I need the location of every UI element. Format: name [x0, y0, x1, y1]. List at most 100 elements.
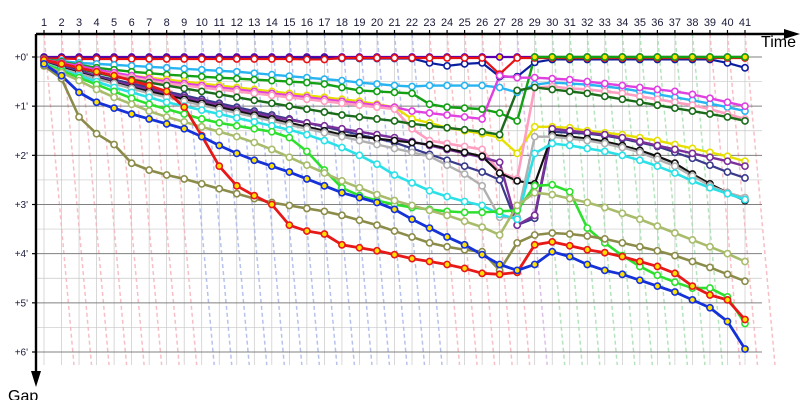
data-point-marker	[688, 107, 697, 115]
axis-lines	[31, 29, 800, 387]
data-point-marker	[320, 128, 329, 137]
data-point-marker	[706, 153, 714, 162]
data-point-marker	[565, 53, 574, 61]
x-tick-label: 14	[266, 17, 278, 29]
data-point-marker	[706, 284, 714, 292]
data-point-marker	[320, 108, 329, 116]
x-tick-label: 5	[111, 17, 117, 29]
data-point-marker	[653, 53, 662, 61]
x-tick-label: 11	[214, 17, 225, 29]
data-point-marker	[600, 203, 609, 212]
data-point-marker	[548, 180, 557, 189]
data-point-marker	[460, 208, 469, 217]
data-point-marker	[688, 149, 697, 158]
data-point-marker	[618, 252, 627, 261]
data-point-marker	[338, 132, 346, 141]
y-axis-title: Gap	[8, 388, 38, 400]
data-point-marker	[443, 161, 451, 170]
data-point-marker	[250, 138, 259, 147]
data-point-marker	[373, 221, 381, 230]
data-point-marker	[355, 183, 364, 192]
data-point-marker	[355, 136, 364, 145]
data-point-marker	[267, 91, 276, 100]
data-point-marker	[530, 231, 539, 239]
data-point-marker	[478, 152, 487, 161]
data-point-marker	[478, 81, 487, 90]
data-point-marker	[443, 61, 451, 70]
data-point-marker	[302, 161, 311, 170]
data-point-marker	[425, 238, 434, 247]
x-tick-label: 21	[388, 17, 400, 29]
data-point-marker	[215, 73, 224, 82]
data-point-marker	[145, 81, 154, 90]
data-point-marker	[145, 100, 154, 109]
data-point-marker	[250, 156, 259, 165]
data-point-marker	[671, 269, 679, 278]
data-point-marker	[565, 134, 574, 143]
data-point-marker	[408, 178, 416, 187]
data-point-marker	[408, 148, 416, 157]
data-point-marker	[583, 53, 592, 61]
data-point-marker	[390, 250, 399, 259]
data-point-marker	[495, 207, 504, 216]
data-point-marker	[618, 143, 627, 152]
data-point-marker	[635, 137, 644, 146]
data-point-marker	[250, 96, 259, 105]
data-point-marker	[443, 260, 451, 269]
data-point-marker	[110, 71, 118, 80]
data-point-marker	[513, 201, 522, 210]
x-tick-label: 41	[739, 17, 751, 29]
data-point-marker	[495, 231, 504, 239]
x-tick-label: 28	[511, 17, 523, 29]
data-point-marker	[390, 227, 399, 235]
data-point-marker	[741, 257, 749, 266]
data-point-marker	[565, 230, 574, 238]
data-point-marker	[197, 179, 206, 188]
data-point-marker	[600, 235, 609, 243]
data-point-marker	[197, 72, 206, 81]
data-point-marker	[706, 94, 714, 103]
data-point-marker	[671, 288, 679, 296]
data-point-marker	[408, 254, 416, 263]
data-point-marker	[741, 53, 749, 61]
data-point-marker	[127, 76, 136, 85]
data-point-marker	[408, 82, 416, 91]
data-point-marker	[373, 103, 381, 112]
data-point-marker	[302, 78, 311, 87]
data-point-marker	[285, 133, 294, 142]
data-point-marker	[425, 152, 434, 161]
data-point-marker	[583, 89, 592, 98]
data-point-marker	[232, 55, 241, 63]
data-point-marker	[57, 71, 66, 80]
data-point-marker	[548, 247, 557, 256]
data-point-marker	[565, 241, 574, 250]
data-point-marker	[250, 69, 259, 78]
data-point-marker	[706, 183, 714, 192]
data-point-marker	[548, 190, 557, 199]
data-point-marker	[373, 140, 381, 149]
data-point-marker	[443, 192, 451, 201]
data-point-marker	[338, 143, 346, 152]
data-point-marker	[671, 162, 679, 171]
data-point-marker	[723, 98, 732, 107]
data-point-marker	[583, 198, 592, 207]
data-point-marker	[688, 53, 697, 61]
data-point-marker	[215, 110, 224, 118]
data-point-marker	[530, 260, 539, 269]
data-point-marker	[373, 190, 381, 199]
data-point-marker	[250, 191, 259, 200]
data-point-marker	[653, 85, 662, 94]
data-point-marker	[338, 211, 346, 220]
data-point-marker	[250, 124, 259, 133]
data-point-marker	[653, 155, 662, 164]
data-point-marker	[443, 211, 451, 220]
x-tick-label: 16	[301, 17, 313, 29]
data-point-marker	[618, 151, 627, 160]
data-point-marker	[355, 86, 364, 95]
data-point-marker	[478, 127, 487, 136]
data-point-marker	[425, 81, 434, 90]
data-point-marker	[180, 110, 189, 118]
data-point-marker	[548, 53, 557, 61]
data-point-marker	[302, 147, 311, 156]
x-tick-label: 36	[651, 17, 663, 29]
